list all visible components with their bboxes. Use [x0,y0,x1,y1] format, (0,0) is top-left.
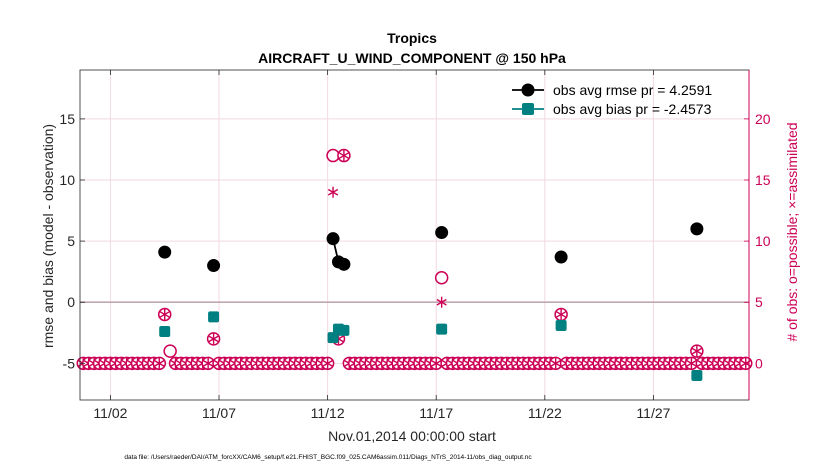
obs-assimilated-marker [436,296,447,308]
bias-marker [436,323,448,335]
bias-marker [327,332,339,344]
x-tick-label: 11/07 [202,405,236,421]
bias-marker [208,311,220,323]
rmse-marker [690,222,704,236]
x-axis-label: Nov.01,2014 00:00:00 start [328,428,496,444]
legend: obs avg rmse pr = 4.2591 obs avg bias pr… [512,82,712,117]
y-tick-label-right: 5 [755,294,763,310]
y-axis-label-left: rmse and bias (model - observation) [40,124,56,348]
zero-count-assimilated-marker [550,357,561,369]
obs-assimilated-marker [159,308,170,320]
rmse-marker [554,250,568,264]
asterisk-stroke [338,152,350,159]
legend-bias-marker [522,103,534,115]
chart-title: Tropics [387,30,437,46]
legend-bias-label: obs avg bias pr = -2.4573 [553,101,712,117]
y-tick-label-left: 10 [59,172,75,188]
x-tick-label: 11/02 [93,405,127,421]
bias-marker [555,319,567,331]
zero-count-assimilated-marker [154,357,165,369]
bias-marker [338,324,350,336]
legend-rmse-label: obs avg rmse pr = 4.2591 [553,82,712,98]
rmse-marker [207,259,221,273]
rmse-marker [337,257,351,271]
y-tick-label-left: -5 [63,355,76,371]
obs-possible-marker [434,271,449,285]
rmse-marker [158,245,172,259]
data-file-footnote: data file: /Users/raeder/DAI/ATM_forcXX/… [124,454,532,461]
asterisk-stroke [327,188,339,196]
obs-assimilated-marker [691,345,702,357]
obs-assimilated-marker [208,333,219,345]
zero-count-assimilated-marker [203,357,214,369]
axes: 11/02 11/07 11/12 11/17 11/22 11/27 -5 0 5 10 15 0 5… [59,70,771,421]
asterisk-stroke [208,335,219,343]
x-tick-label: 11/22 [528,405,562,421]
obs-assimilated-marker [338,150,350,162]
asterisk-stroke [550,359,561,367]
obs-possible-marker [163,344,177,358]
zero-count-markers [76,356,753,371]
zero-count-assimilated-marker [431,357,442,369]
y-tick-label-left: 0 [67,294,75,310]
x-tick-label: 11/27 [636,405,670,421]
asterisk-stroke [431,359,442,367]
bias-marker [691,370,703,382]
asterisk-stroke [556,311,567,318]
asterisk-stroke [686,359,697,367]
x-tick-label: 11/17 [419,405,453,421]
asterisk-stroke [322,359,333,367]
zero-count-assimilated-marker [322,357,333,369]
plot-frame [79,69,750,401]
y-tick-label-right: 0 [755,355,763,371]
obs-assimilated-marker [327,186,339,198]
asterisk-stroke [203,359,214,367]
y-tick-label-left: 15 [59,111,75,127]
legend-rmse-marker [521,83,535,97]
obs-count-markers [157,148,704,358]
rmse-marker [435,226,449,240]
bias-marker [159,326,171,338]
x-tick-label: 11/12 [311,405,345,421]
y-tick-label-left: 5 [67,233,75,249]
chart-subtitle: AIRCRAFT_U_WIND_COMPONENT @ 150 hPa [258,50,566,66]
zero-count-assimilated-marker [686,357,697,369]
y-tick-label-right: 20 [755,111,771,127]
asterisk-stroke [154,359,165,367]
series-markers [158,222,704,382]
obs-assimilated-marker [556,308,567,320]
asterisk-stroke [691,347,702,355]
grid [80,70,749,400]
asterisk-stroke [159,311,170,318]
y-tick-label-right: 15 [755,172,771,188]
y-tick-label-right: 10 [755,233,771,249]
asterisk-stroke [436,298,447,306]
y-axis-label-right: # of obs: o=possible; ×=assimilated [784,122,800,341]
rmse-marker [326,232,340,246]
